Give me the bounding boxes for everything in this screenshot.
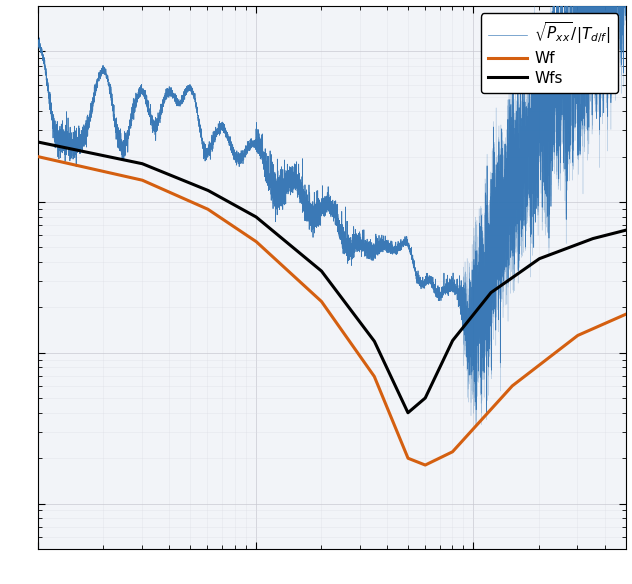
Line: Wf: Wf	[38, 157, 626, 465]
Wfs	[247, 210, 255, 217]
Wfs	[408, 406, 415, 413]
Wf	[501, 390, 509, 397]
Wfs	[64, 145, 71, 152]
Wf	[408, 456, 415, 463]
$\sqrt{P_{xx}}/|T_{d/f}|$	[247, 142, 255, 150]
$\sqrt{P_{xx}}/|T_{d/f}|$	[470, 366, 477, 373]
Line: Wfs: Wfs	[38, 142, 626, 413]
Wf	[422, 461, 429, 468]
Wf	[622, 311, 629, 318]
Wfs	[34, 138, 42, 145]
Line: $\sqrt{P_{xx}}/|T_{d/f}|$: $\sqrt{P_{xx}}/|T_{d/f}|$	[38, 0, 626, 413]
Wf	[34, 153, 42, 160]
$\sqrt{P_{xx}}/|T_{d/f}|$	[64, 137, 71, 144]
Wf	[382, 401, 389, 408]
$\sqrt{P_{xx}}/|T_{d/f}|$	[382, 238, 389, 245]
$\sqrt{P_{xx}}/|T_{d/f}|$	[408, 251, 415, 258]
$\sqrt{P_{xx}}/|T_{d/f}|$	[34, 41, 42, 48]
Wf	[470, 425, 478, 432]
Wfs	[622, 227, 629, 234]
Wf	[64, 160, 71, 167]
Wf	[247, 234, 255, 241]
Wfs	[501, 279, 509, 286]
$\sqrt{P_{xx}}/|T_{d/f}|$	[483, 409, 490, 416]
Wfs	[470, 311, 478, 318]
Wfs	[404, 409, 411, 416]
$\sqrt{P_{xx}}/|T_{d/f}|$	[501, 208, 509, 215]
Legend: $\sqrt{P_{xx}}/|T_{d/f}|$, Wf, Wfs: $\sqrt{P_{xx}}/|T_{d/f}|$, Wf, Wfs	[481, 13, 618, 93]
Wfs	[382, 362, 389, 369]
